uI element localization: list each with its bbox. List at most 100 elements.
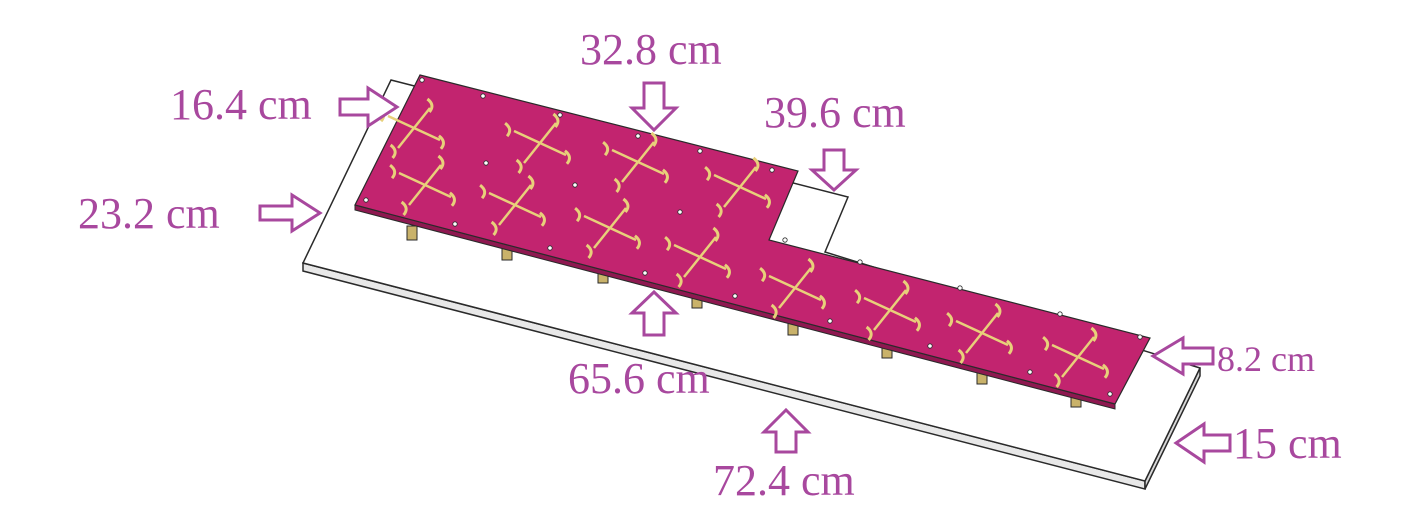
dipole-arm (637, 141, 655, 163)
dipole-arm (889, 308, 917, 324)
dipole-hook (437, 154, 445, 170)
dipole-hook (563, 149, 571, 165)
dipole-arm (523, 142, 541, 164)
dipole-hook (763, 193, 771, 209)
mounting-hole (572, 182, 578, 188)
cross-dipole-icon (1042, 326, 1109, 388)
mounting-hole (480, 93, 486, 99)
dipole-hook (994, 302, 1002, 318)
dipole-arm (609, 207, 627, 229)
dipole-arm (713, 173, 741, 189)
dipole-arm (398, 171, 426, 187)
dipole-arm (794, 286, 822, 302)
cross-dipole-icon (854, 279, 921, 341)
label-ground-length: 72.4 cm (713, 456, 855, 505)
dipole-hook (704, 166, 712, 182)
cross-dipole-icon (389, 154, 456, 216)
dipole-hook (1101, 363, 1109, 379)
dipole-hook (715, 202, 723, 218)
hole-group (363, 77, 1143, 397)
dipole-hook (479, 184, 487, 200)
mounting-hole (927, 343, 933, 349)
dipole-arm (739, 185, 767, 201)
cross-dipole-icon (664, 226, 731, 288)
mounting-hole (1107, 391, 1113, 397)
label-narrow-ground-depth: 15 cm (1233, 419, 1342, 468)
mounting-hole (557, 112, 563, 118)
dipole-arm (1077, 355, 1105, 371)
mounting-hole (635, 133, 641, 139)
dipole-hook (437, 134, 445, 150)
dipole-arm (637, 160, 665, 176)
dipole-hook (1005, 339, 1013, 355)
dipole-hook (946, 312, 954, 328)
mounting-hole (1137, 334, 1143, 340)
dipole-hook (490, 220, 498, 236)
cross-dipole-icon (946, 302, 1013, 364)
dipole-arm (1077, 336, 1095, 358)
arrow-down-icon (628, 81, 680, 133)
dipole-hook (854, 289, 862, 305)
dimension-arrows (258, 81, 1232, 465)
dipole-hook (613, 177, 621, 193)
dipole-arm (611, 148, 639, 164)
mounting-hole (452, 221, 458, 227)
dipole-hook (807, 257, 815, 273)
dipole-arm (965, 332, 983, 354)
dipole-hook (913, 316, 921, 332)
dipole-hook (426, 97, 434, 113)
dipole-arm (981, 312, 999, 334)
dipole-hook (1042, 336, 1050, 352)
dipole-hook (585, 243, 593, 259)
dipole-arm (397, 127, 415, 149)
cross-dipole-icon (704, 156, 771, 218)
mounting-hole (769, 167, 775, 173)
dipole-arm (387, 114, 415, 130)
label-narrow-radiator-depth: 8.2 cm (1217, 339, 1315, 379)
dipole-arm (413, 126, 441, 142)
mounting-hole (483, 160, 489, 166)
mounting-hole (827, 318, 833, 324)
dipole-hook (752, 156, 760, 172)
dipole-arm (863, 296, 891, 312)
dipole-hook (759, 267, 767, 283)
arrow-up-icon (760, 407, 812, 454)
dipole-hook (664, 236, 672, 252)
dipole-hook (389, 143, 397, 159)
mounting-hole (697, 148, 703, 154)
dipole-hook (602, 141, 610, 157)
dipole-arm (768, 274, 796, 290)
dipole-hook (1090, 326, 1098, 342)
dipole-hook (723, 263, 731, 279)
dipole-arm (699, 255, 727, 271)
connector (406, 225, 418, 241)
dipole-hook (818, 294, 826, 310)
arrow-left-icon (1150, 335, 1215, 377)
dipole-arm (593, 227, 611, 249)
dipole-arm (1051, 343, 1079, 359)
label-top-depth: 16.4 cm (170, 80, 312, 129)
dipole-arm (778, 287, 796, 309)
dipole-hook (400, 200, 408, 216)
dipole-hook (622, 197, 630, 213)
mounting-hole (677, 209, 683, 215)
dipole-arm (889, 289, 907, 311)
arrow-up-icon (628, 289, 680, 337)
dimension-labels: 32.8 cm 16.4 cm 39.6 cm 23.2 cm 65.6 cm … (78, 25, 1342, 505)
dipole-arm (488, 191, 516, 207)
dipole-arm (955, 319, 983, 335)
dipole-hook (661, 168, 669, 184)
dipole-hook (527, 174, 535, 190)
dipole-arm (723, 186, 741, 208)
label-radiator-length: 65.6 cm (568, 354, 710, 403)
dipole-hook (770, 303, 778, 319)
cross-dipole-icon (602, 131, 669, 193)
arrow-right-icon (338, 85, 400, 129)
dipole-arm (413, 107, 431, 129)
mounting-hole (363, 197, 369, 203)
cross-dipole-icon (574, 197, 641, 259)
mounting-hole (419, 77, 425, 83)
cross-dipole-icon (759, 257, 826, 319)
dipole-hook (515, 158, 523, 174)
